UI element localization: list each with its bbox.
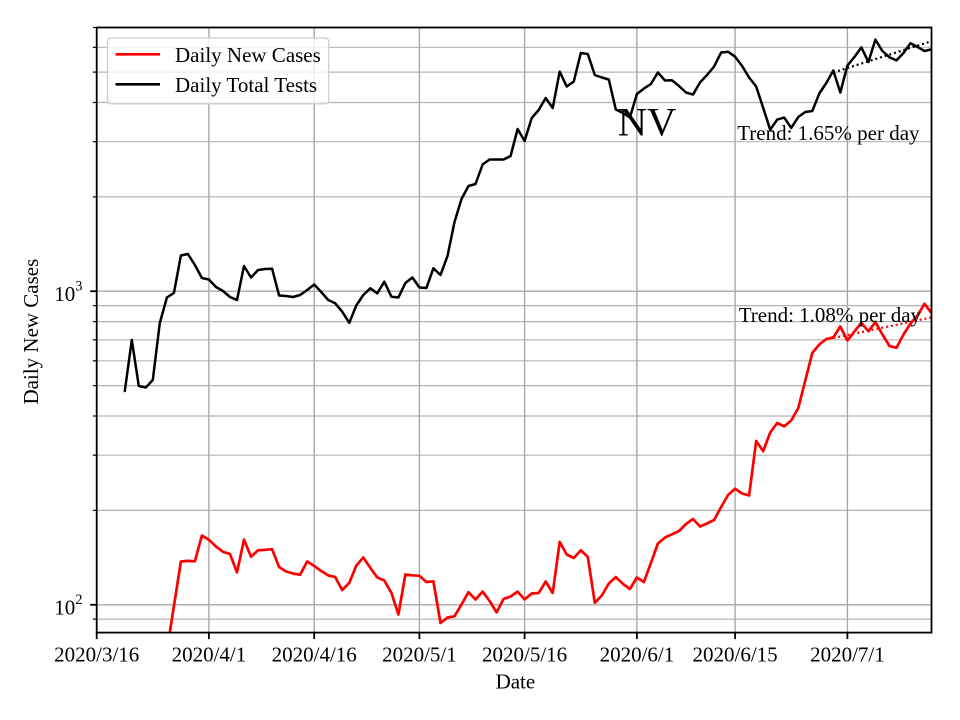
svg-text:2020/4/1: 2020/4/1 bbox=[172, 643, 247, 667]
svg-text:2020/7/1: 2020/7/1 bbox=[810, 643, 885, 667]
svg-text:2020/4/16: 2020/4/16 bbox=[272, 643, 357, 667]
svg-text:2020/6/15: 2020/6/15 bbox=[693, 643, 778, 667]
svg-text:2020/5/16: 2020/5/16 bbox=[482, 643, 567, 667]
svg-text:2020/3/16: 2020/3/16 bbox=[54, 643, 139, 667]
svg-text:2020/6/1: 2020/6/1 bbox=[600, 643, 675, 667]
svg-text:Daily New Cases: Daily New Cases bbox=[19, 259, 43, 405]
svg-text:Daily Total Tests: Daily Total Tests bbox=[175, 73, 317, 97]
svg-text:Date: Date bbox=[496, 669, 536, 693]
svg-text:Daily New Cases: Daily New Cases bbox=[175, 43, 321, 67]
svg-text:2020/5/1: 2020/5/1 bbox=[382, 643, 457, 667]
svg-text:NV: NV bbox=[618, 100, 677, 145]
svg-text:Trend: 1.65% per day: Trend: 1.65% per day bbox=[737, 121, 920, 145]
svg-text:Trend: 1.08% per day: Trend: 1.08% per day bbox=[739, 303, 922, 327]
